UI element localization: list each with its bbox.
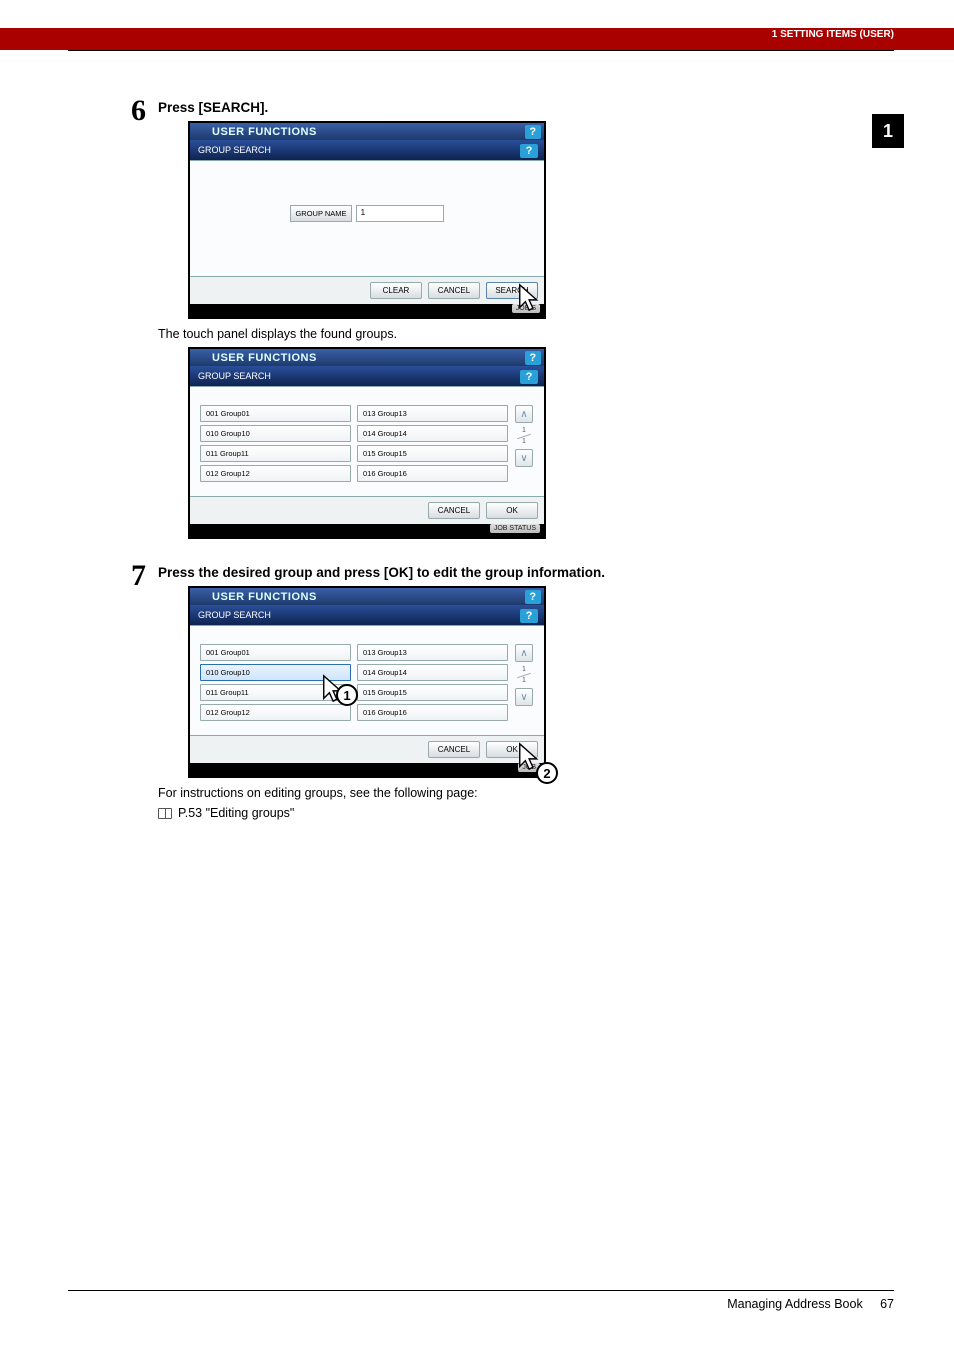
panel-title-text: USER FUNCTIONS xyxy=(212,126,317,138)
panel-group-search-results: USER FUNCTIONS ? GROUP SEARCH ? 001 Grou… xyxy=(188,347,546,539)
search-button[interactable]: SEARCH xyxy=(486,282,538,299)
panel-title: USER FUNCTIONS ? xyxy=(190,123,544,140)
help-icon[interactable]: ? xyxy=(520,370,538,384)
book-icon xyxy=(158,808,172,819)
panel-subtitle: GROUP SEARCH ? xyxy=(190,366,544,386)
panel-subtitle-text: GROUP SEARCH xyxy=(198,145,271,155)
help-icon[interactable]: ? xyxy=(520,144,538,158)
group-name-label-button[interactable]: GROUP NAME xyxy=(290,205,351,222)
cancel-button[interactable]: CANCEL xyxy=(428,282,480,299)
group-list-item[interactable]: 001 Group01 xyxy=(200,644,351,661)
clear-button[interactable]: CLEAR xyxy=(370,282,422,299)
footer-title: Managing Address Book xyxy=(727,1297,863,1311)
group-list-item[interactable]: 001 Group01 xyxy=(200,405,351,422)
help-icon[interactable]: ? xyxy=(525,125,541,139)
panel-group-search-input: USER FUNCTIONS ? GROUP SEARCH ? GROUP NA… xyxy=(188,121,546,319)
group-list-item[interactable]: 011 Group11 xyxy=(200,684,351,701)
step-number-6: 6 xyxy=(118,96,146,547)
panel-title-text: USER FUNCTIONS xyxy=(212,591,317,603)
help-icon[interactable]: ? xyxy=(525,590,541,604)
group-list-item[interactable]: 013 Group13 xyxy=(357,644,508,661)
step6-result-text: The touch panel displays the found group… xyxy=(158,327,874,341)
panel-title: USER FUNCTIONS ? xyxy=(190,588,544,605)
page-current: 1 xyxy=(522,666,526,673)
job-status-button[interactable]: JOB S xyxy=(512,304,540,313)
page-current: 1 xyxy=(522,427,526,434)
cancel-button[interactable]: CANCEL xyxy=(428,502,480,519)
group-list-item[interactable]: 011 Group11 xyxy=(200,445,351,462)
panel-subtitle: GROUP SEARCH ? xyxy=(190,140,544,160)
panel-title: USER FUNCTIONS ? xyxy=(190,349,544,366)
panel-subtitle-text: GROUP SEARCH xyxy=(198,610,271,620)
group-list-item[interactable]: 016 Group16 xyxy=(357,704,508,721)
group-list-item[interactable]: 016 Group16 xyxy=(357,465,508,482)
callout-2: 2 xyxy=(536,762,558,784)
cancel-button[interactable]: CANCEL xyxy=(428,741,480,758)
page-total: 1 xyxy=(522,677,526,684)
help-icon[interactable]: ? xyxy=(520,609,538,623)
page-indicator: 1 1 xyxy=(517,666,531,684)
page-total: 1 xyxy=(522,438,526,445)
scroll-up-button[interactable]: ∧ xyxy=(515,644,533,662)
group-list-item[interactable]: 014 Group14 xyxy=(357,425,508,442)
step-number-7: 7 xyxy=(118,561,146,820)
reference-link[interactable]: P.53 "Editing groups" xyxy=(178,806,294,820)
group-list-item[interactable]: 010 Group10 xyxy=(200,425,351,442)
page-indicator: 1 1 xyxy=(517,427,531,445)
group-name-input[interactable]: 1 xyxy=(356,205,444,222)
group-list-item[interactable]: 012 Group12 xyxy=(200,704,351,721)
group-list-item[interactable]: 015 Group15 xyxy=(357,684,508,701)
group-list-item[interactable]: 012 Group12 xyxy=(200,465,351,482)
group-list-item[interactable]: 010 Group10 xyxy=(200,664,351,681)
panel-subtitle-text: GROUP SEARCH xyxy=(198,371,271,381)
page-footer: Managing Address Book 67 xyxy=(68,1290,894,1311)
job-status-button[interactable]: JOB STATUS xyxy=(490,524,540,533)
panel-group-select: USER FUNCTIONS ? GROUP SEARCH ? 001 Grou… xyxy=(188,586,546,778)
ok-button[interactable]: OK xyxy=(486,502,538,519)
footer-page-number: 67 xyxy=(880,1297,894,1311)
scroll-down-button[interactable]: ∨ xyxy=(515,688,533,706)
callout-1: 1 xyxy=(336,684,358,706)
group-list-item[interactable]: 015 Group15 xyxy=(357,445,508,462)
scroll-up-button[interactable]: ∧ xyxy=(515,405,533,423)
step6-title: Press [SEARCH]. xyxy=(158,100,874,115)
step7-title: Press the desired group and press [OK] t… xyxy=(158,565,874,580)
ok-button[interactable]: OK xyxy=(486,741,538,758)
help-icon[interactable]: ? xyxy=(525,351,541,365)
panel-subtitle: GROUP SEARCH ? xyxy=(190,605,544,625)
group-list-item[interactable]: 014 Group14 xyxy=(357,664,508,681)
chapter-side-tab: 1 xyxy=(872,114,904,148)
group-list-item[interactable]: 013 Group13 xyxy=(357,405,508,422)
page-header: 1 SETTING ITEMS (USER) xyxy=(0,29,954,46)
scroll-down-button[interactable]: ∨ xyxy=(515,449,533,467)
step7-ref-text: For instructions on editing groups, see … xyxy=(158,786,874,800)
panel-title-text: USER FUNCTIONS xyxy=(212,352,317,364)
